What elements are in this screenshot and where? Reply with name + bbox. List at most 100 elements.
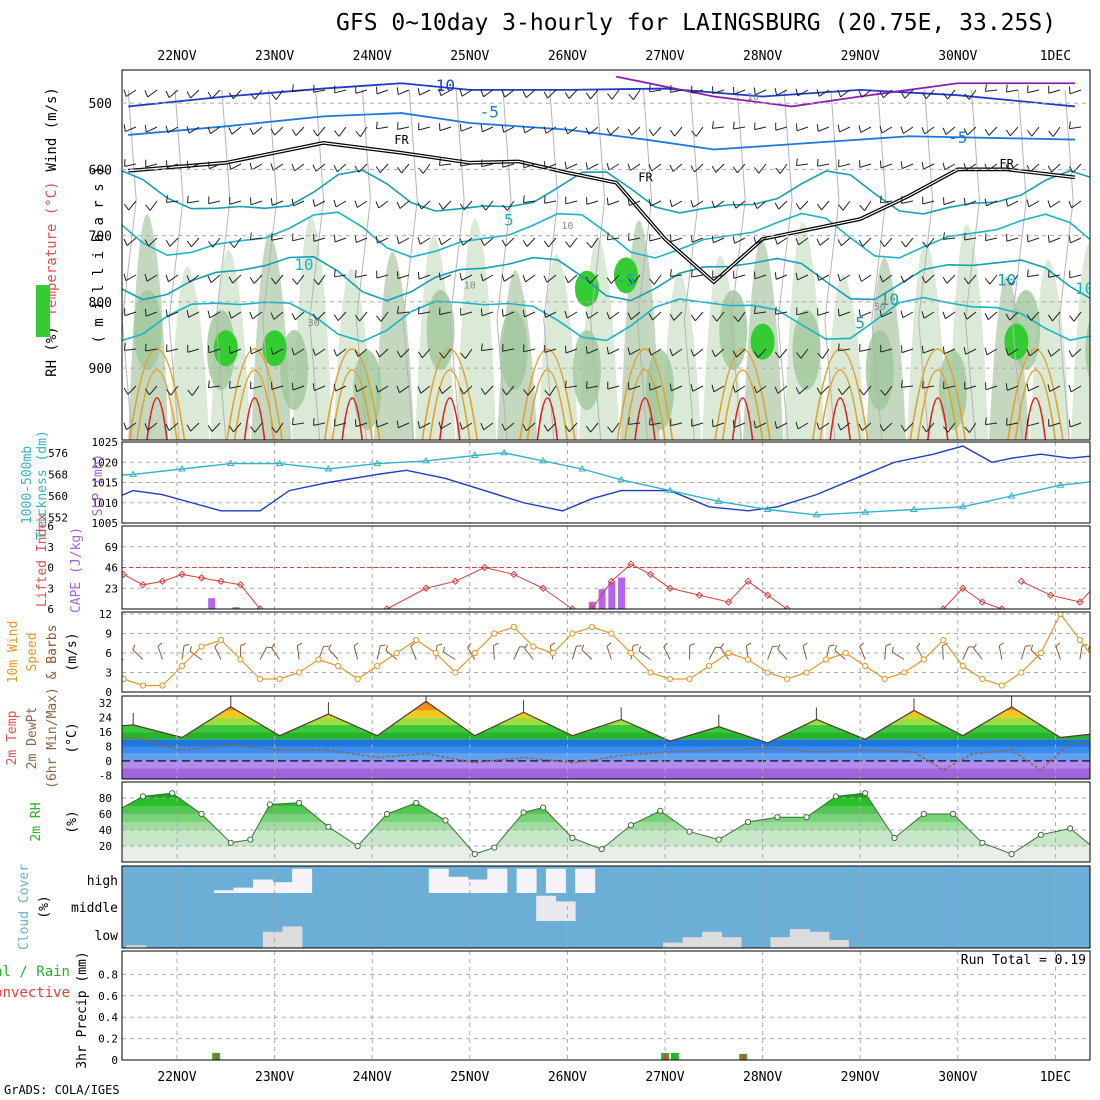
temp-tick-label: 16 — [99, 726, 112, 739]
wind-barb — [984, 382, 998, 391]
rh-shading — [825, 274, 866, 440]
thickness-point — [861, 508, 870, 515]
cape-bar — [96, 546, 103, 609]
wind-barb — [291, 84, 305, 93]
rh-tick-label: 60 — [99, 808, 112, 821]
wind-barb — [522, 160, 536, 169]
wind-barb — [438, 272, 452, 281]
wind-speed-point — [764, 669, 771, 676]
rh-frame — [121, 781, 1091, 863]
wind-barb — [543, 274, 557, 283]
wind-barb — [795, 385, 809, 395]
lifted-index-point — [763, 591, 772, 599]
wind-speed-point — [901, 669, 908, 676]
date-label-bottom: 29NOV — [841, 1070, 880, 1085]
wind-barb — [543, 237, 557, 248]
wind-barb — [228, 89, 242, 100]
temperature-contour-warm — [519, 348, 576, 440]
cloud-ylabel: (%) — [37, 895, 52, 918]
wind-barb — [249, 162, 263, 171]
wind-speed-point — [217, 636, 225, 644]
wind-barb — [754, 122, 767, 131]
wind-barb — [795, 158, 809, 167]
lifted-index-line — [122, 573, 261, 609]
wind-barb — [87, 655, 104, 663]
y-tick-label: 500 — [89, 97, 112, 112]
wind-barb — [900, 161, 914, 170]
wind-barb — [964, 381, 977, 390]
temp2m-plot — [122, 696, 1090, 779]
wind-barb — [837, 343, 851, 352]
lifted-index-point — [939, 605, 947, 609]
wind-barb — [208, 196, 221, 205]
wind-barb — [186, 160, 200, 169]
wind-barb — [796, 307, 809, 316]
wind-barb — [543, 89, 557, 99]
wind-barb — [627, 274, 641, 285]
wind-barb — [901, 345, 914, 354]
wind-barb — [879, 309, 893, 318]
lifted-index-point — [1076, 598, 1084, 606]
rh-point — [354, 842, 361, 850]
wind-barb — [270, 311, 284, 320]
temperature-contour — [122, 296, 1090, 343]
wind-barb — [606, 274, 620, 284]
wind-barb — [921, 274, 935, 284]
lifted-index-point — [646, 570, 655, 579]
wind-barb — [291, 198, 305, 207]
wind-barb — [375, 235, 389, 244]
wind-barb — [417, 421, 431, 429]
wind-barb — [984, 311, 998, 321]
temp-frame — [121, 695, 1091, 780]
thickness-point — [373, 459, 382, 467]
thickness-point — [812, 510, 821, 518]
wind-barb — [186, 237, 200, 248]
wind-barb — [165, 195, 179, 203]
wind-barb — [271, 382, 284, 390]
temperature-contour-warm — [1007, 348, 1064, 440]
wind-barb — [564, 345, 578, 354]
wind-barb — [417, 348, 431, 359]
rh-contour — [355, 89, 371, 440]
lifted-index-point — [783, 605, 791, 609]
rh-contour — [590, 89, 606, 440]
wind-barb — [270, 198, 284, 206]
rh2m-plot — [122, 782, 1090, 862]
wind-barb — [984, 84, 998, 92]
wind-barb — [480, 273, 494, 282]
wind-barb — [649, 417, 662, 426]
temperature-contour-warm — [136, 369, 178, 440]
wind-barb — [187, 344, 200, 353]
wind-barb — [648, 198, 662, 207]
wind-barb — [333, 163, 347, 173]
wind-barb — [291, 382, 305, 391]
wind-barb — [333, 383, 347, 392]
wind-barb — [459, 422, 473, 430]
wind-barb — [354, 200, 368, 208]
wind-barb — [328, 644, 339, 660]
wind-barb — [942, 126, 956, 135]
wind-barb — [543, 126, 557, 134]
wind-barb — [270, 126, 284, 136]
wind-barb — [460, 348, 473, 359]
wind-barb — [1005, 383, 1019, 391]
wind-barb — [292, 274, 305, 285]
wind-barb — [816, 89, 830, 97]
date-label-bottom: 25NOV — [450, 1070, 489, 1085]
wind-barb — [1026, 269, 1040, 278]
wind-barb — [900, 422, 914, 432]
minus5-contour — [128, 112, 1075, 151]
thickness-ylabel: Thickness (dm) — [35, 430, 50, 540]
wind-barb — [774, 385, 788, 394]
temperature-contour-warm — [146, 397, 168, 440]
cape-ylabel: CAPE (J/kg) — [69, 527, 84, 613]
lifted-index-point — [510, 570, 518, 579]
wind-barb — [1087, 645, 1090, 660]
wind-barb — [228, 311, 242, 319]
temperature-contour-warm — [721, 369, 764, 440]
wind-speed-point — [491, 630, 498, 637]
wind-barb — [879, 195, 893, 204]
wind-barb — [712, 86, 725, 95]
rh-contour — [637, 89, 653, 440]
temp-tick-label: 0 — [105, 755, 112, 768]
